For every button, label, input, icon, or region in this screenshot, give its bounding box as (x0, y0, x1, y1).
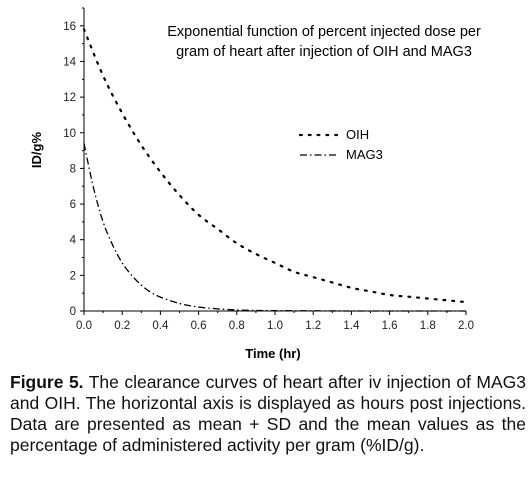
y-tick-label: 10 (63, 128, 76, 140)
y-axis-label: ID/g% (29, 132, 44, 169)
caption-label: Figure 5. (10, 372, 84, 392)
series-line-oih (82, 28, 468, 304)
y-tick-label: 4 (70, 235, 77, 247)
x-tick-label: 0.2 (114, 320, 130, 332)
x-tick-label: 2.0 (458, 320, 474, 332)
y-tick-label: 14 (63, 56, 76, 68)
x-tick-label: 1.4 (343, 320, 360, 332)
chart-title: Exponential function of percent injected… (167, 24, 481, 60)
legend-label-oih: OIH (346, 127, 369, 142)
x-axis-ticks: 0.0 0.2 0.4 0.6 0.8 1.0 1.2 1.4 1.6 1.8 2.0 (76, 311, 474, 332)
x-tick-label: 1.2 (305, 320, 321, 332)
x-tick-label: 0.6 (191, 320, 207, 332)
legend: OIH MAG3 (298, 127, 383, 162)
x-axis-label: Time (hr) (245, 346, 300, 361)
x-tick-label: 1.8 (420, 320, 436, 332)
y-tick-label: 6 (70, 199, 76, 211)
x-tick-label: 0.0 (76, 320, 92, 332)
legend-label-mag3: MAG3 (346, 147, 383, 162)
x-tick-label: 0.4 (152, 320, 169, 332)
y-tick-label: 16 (63, 21, 76, 33)
chart: 0.0 0.2 0.4 0.6 0.8 1.0 1.2 1.4 1.6 1.8 2.0 0 2 4 6 8 1… (29, 7, 481, 361)
y-tick-label: 8 (70, 163, 76, 175)
caption-text: The clearance curves of heart after iv i… (10, 372, 526, 455)
y-tick-label: 12 (63, 92, 76, 104)
x-tick-label: 1.0 (267, 320, 283, 332)
y-tick-label: 0 (70, 306, 76, 318)
x-tick-label: 1.6 (382, 320, 398, 332)
series-line-mag3 (83, 143, 466, 312)
x-tick-label: 0.8 (229, 320, 245, 332)
figure-caption: Figure 5. The clearance curves of heart … (10, 372, 526, 456)
y-axis-ticks: 0 2 4 6 8 10 12 14 16 (63, 7, 84, 318)
y-tick-label: 2 (70, 270, 76, 282)
chart-title-line-2: gram of heart after injection of OIH and… (176, 44, 472, 60)
chart-title-line-1: Exponential function of percent injected… (167, 24, 481, 40)
series-layer (82, 28, 468, 312)
